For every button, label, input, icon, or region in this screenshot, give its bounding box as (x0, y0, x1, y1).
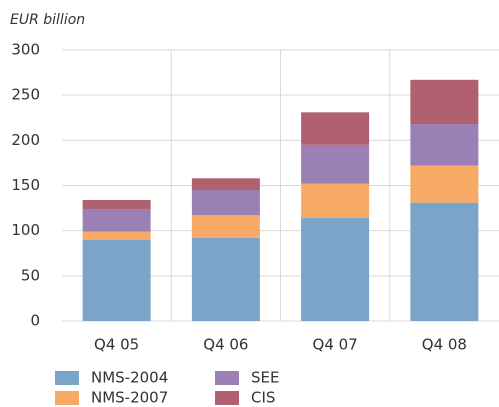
bar-segment (82, 239, 151, 321)
bar-segment (191, 178, 260, 191)
bar-segment (82, 208, 151, 232)
bar-segment (191, 215, 260, 238)
bar-segment (82, 231, 151, 240)
y-tick-label: 50 (21, 266, 40, 284)
legend-swatch (215, 391, 239, 405)
bar-segment (410, 202, 479, 321)
y-tick-label: 300 (11, 41, 40, 59)
x-tick-label: Q4 08 (422, 336, 467, 354)
legend-label: SEE (251, 369, 279, 387)
axis-unit: EUR billion (10, 12, 85, 28)
bar-segment (410, 165, 479, 203)
legend-label: NMS-2007 (91, 389, 168, 407)
y-tick-label: 0 (30, 312, 40, 330)
y-tick-label: 100 (11, 221, 40, 239)
legend-swatch (55, 391, 79, 405)
bar-segment (410, 124, 479, 166)
y-tick-label: 150 (11, 176, 40, 194)
x-tick-label: Q4 05 (94, 336, 139, 354)
bar-segment (191, 190, 260, 216)
bar-segment (301, 144, 370, 184)
legend-label: CIS (251, 389, 275, 407)
legend-swatch (55, 371, 79, 385)
bar-segment (82, 199, 151, 209)
bar-segment (301, 218, 370, 321)
legend-swatch (215, 371, 239, 385)
x-tick-label: Q4 06 (203, 336, 248, 354)
x-tick-label: Q4 07 (313, 336, 358, 354)
bar-segment (191, 237, 260, 321)
bar-segment (410, 79, 479, 125)
bar-segment (301, 183, 370, 219)
y-tick-label: 200 (11, 131, 40, 149)
y-tick-label: 250 (11, 86, 40, 104)
legend-label: NMS-2004 (91, 369, 168, 387)
bar-segment (301, 112, 370, 145)
